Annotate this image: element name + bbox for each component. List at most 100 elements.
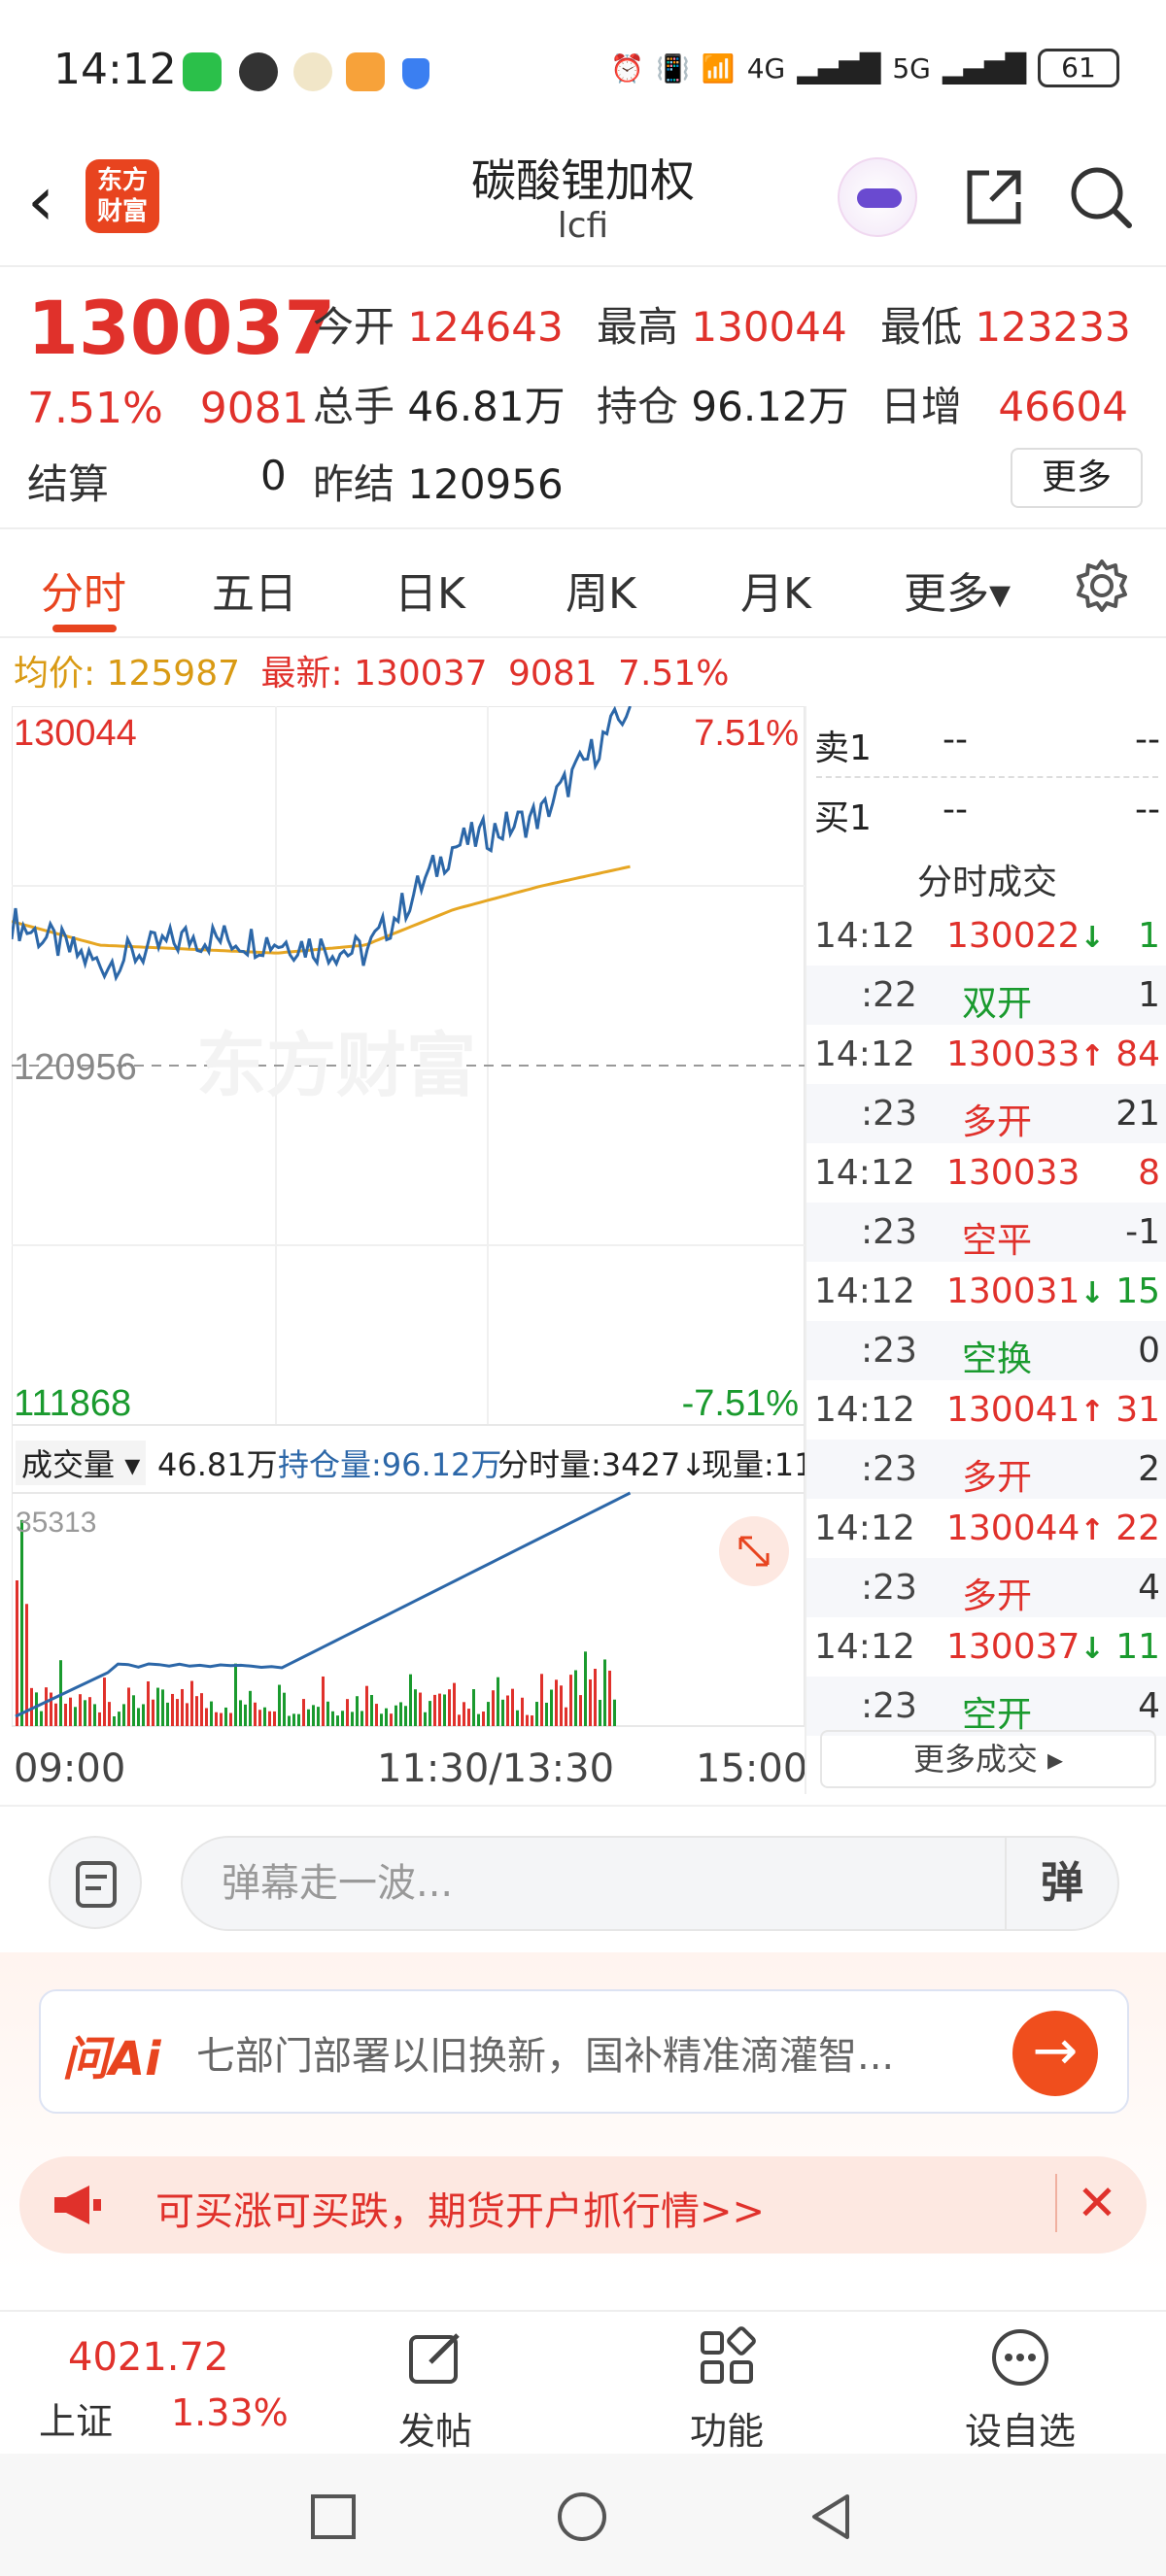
trade-price: 130037↓ [946, 1627, 1105, 1667]
y-bottom-price: 111868 [14, 1383, 131, 1424]
settle-label: 结算 [27, 460, 110, 508]
volume-bar [176, 1699, 179, 1726]
vol-selector[interactable]: 成交量 ▾ [16, 1441, 147, 1485]
volume-bar [331, 1711, 334, 1726]
comment-settings-icon[interactable] [49, 1836, 142, 1929]
volume-bar [210, 1701, 213, 1726]
trade-price: 空平 [962, 1221, 1033, 1261]
danmaku-toggle-button[interactable]: 弹 [1005, 1838, 1117, 1929]
volume-bar [79, 1694, 82, 1726]
x-label-end: 15:00 [696, 1746, 808, 1791]
volume-bar [394, 1705, 397, 1726]
change-row: 7.51% 9081 [27, 384, 309, 433]
page-title: 碳酸锂加权 [471, 154, 695, 207]
volume-bar [200, 1693, 203, 1726]
volume-bar [69, 1697, 72, 1726]
volume-bar [545, 1702, 548, 1726]
trade-volume: 21 [1115, 1094, 1160, 1134]
volume-bar [365, 1685, 368, 1726]
watermark: 东方财富 [196, 1028, 476, 1105]
tab-daily-k[interactable]: 日K [394, 569, 465, 619]
nav-functions[interactable]: 功能 [649, 2318, 805, 2455]
volume-bar [103, 1678, 106, 1726]
tab-weekly-k[interactable]: 周K [566, 569, 636, 619]
tab-more[interactable]: 更多▾ [904, 569, 1012, 619]
trade-volume: 2 [1138, 1449, 1160, 1489]
latest-pct: 7.51% [618, 654, 730, 694]
trade-time: :23 [861, 1094, 917, 1134]
intraday-chart[interactable]: 东方财富 130044 7.51% 120956 111868 -7.51% 3… [10, 705, 814, 1794]
high-row: 最高 130044 [597, 294, 847, 354]
tab-intraday[interactable]: 分时 [41, 569, 126, 619]
brand-text: 东方 财富 [96, 166, 148, 226]
promo-banner[interactable]: 可买涨可买跌，期货开户抓行情>> ✕ [19, 2156, 1147, 2254]
nav-post[interactable]: 发帖 [358, 2318, 513, 2455]
ai-go-button[interactable]: → [1012, 2011, 1098, 2096]
volume-bar [453, 1682, 456, 1726]
nav-post-label: 发帖 [397, 2410, 472, 2453]
more-button[interactable]: 更多 [1011, 448, 1143, 508]
volume-bar [224, 1707, 227, 1726]
trade-price: 130033 [946, 1153, 1080, 1193]
trade-price: 双开 [962, 984, 1033, 1024]
volume-bar [419, 1692, 422, 1726]
volume-bar [205, 1708, 208, 1726]
price-line [10, 705, 632, 982]
trade-time: :23 [861, 1331, 917, 1371]
avg-label: 均价: [14, 654, 96, 694]
trade-row: 14:12 130033↑ 84 [806, 1025, 1166, 1084]
promo-close-icon[interactable]: ✕ [1055, 2174, 1117, 2232]
more-trades-button[interactable]: 更多成交 ▸ [820, 1730, 1156, 1788]
arrow-up-icon: ↑ [1080, 1039, 1105, 1073]
volume-bar [550, 1689, 553, 1726]
trade-row: 14:12 130031↓ 15 [806, 1262, 1166, 1321]
trade-time: 14:12 [814, 1153, 915, 1193]
ai-question: 七部门部署以旧换新，国补精准滴灌智... [196, 2034, 895, 2079]
trade-price: 空开 [962, 1695, 1033, 1735]
trades-list: 14:12 130022↓ 1:22 双开 1 14:12 130033↑ 84:23 多开 21… [806, 906, 1166, 1736]
trade-row: :23 空换 0 [806, 1321, 1166, 1380]
change-pct: 7.51% [27, 384, 163, 433]
intraday-chart-svg: 东方财富 130044 7.51% 120956 111868 -7.51% 3… [10, 705, 806, 1727]
trade-time: :23 [861, 1449, 917, 1489]
ai-section: 问Ai 七部门部署以旧换新，国补精准滴灌智... → 可买涨可买跌，期货开户抓行… [0, 1952, 1166, 2273]
danmaku-input[interactable]: 弹幕走一波... 弹 [181, 1836, 1119, 1931]
ai-ask-box[interactable]: 问Ai 七部门部署以旧换新，国补精准滴灌智... → [39, 1989, 1129, 2114]
recent-apps-icon[interactable] [309, 2492, 358, 2541]
open-interest-line [15, 1491, 632, 1718]
home-icon[interactable] [556, 2491, 608, 2543]
volume-bar [511, 1688, 514, 1726]
trade-time: :23 [861, 1686, 917, 1726]
daily-inc-row: 日增 46604 [880, 374, 1128, 433]
nav-add-watchlist[interactable]: 设自选 [943, 2318, 1098, 2455]
share-icon[interactable] [960, 163, 1028, 231]
volume-bar [458, 1714, 461, 1726]
trade-volume: 84 [1115, 1034, 1160, 1074]
volume-bar [40, 1711, 43, 1726]
system-nav-bar [0, 2454, 1166, 2576]
search-icon[interactable] [1067, 163, 1135, 231]
volume-bar [584, 1651, 587, 1726]
settings-gear-icon[interactable] [1073, 557, 1131, 615]
back-icon[interactable]: ‹ [27, 161, 54, 241]
tab-monthly-k[interactable]: 月K [740, 569, 811, 619]
volume-bar [424, 1712, 427, 1726]
vibrate-icon: 📳 [655, 51, 690, 85]
trade-price: 多开 [962, 1576, 1033, 1616]
volume-bar [307, 1709, 310, 1726]
tab-five-day[interactable]: 五日 [212, 569, 297, 619]
low-label: 最低 [880, 303, 963, 351]
volume-bar [565, 1707, 567, 1726]
volume-bar [186, 1703, 189, 1726]
back-nav-icon[interactable] [806, 2491, 855, 2543]
volume-bar [443, 1694, 446, 1726]
last-price: 130037 [27, 285, 336, 371]
trade-row: :23 空平 -1 [806, 1203, 1166, 1262]
volume-bar [472, 1689, 475, 1726]
prev-settle-value: 120956 [407, 460, 564, 508]
nav-functions-label: 功能 [689, 2410, 764, 2453]
brand-logo[interactable]: 东方 财富 [86, 159, 159, 233]
battery-icon: 61 [1038, 49, 1119, 87]
volume-bar [142, 1704, 145, 1726]
robot-assistant-icon[interactable] [838, 157, 917, 237]
